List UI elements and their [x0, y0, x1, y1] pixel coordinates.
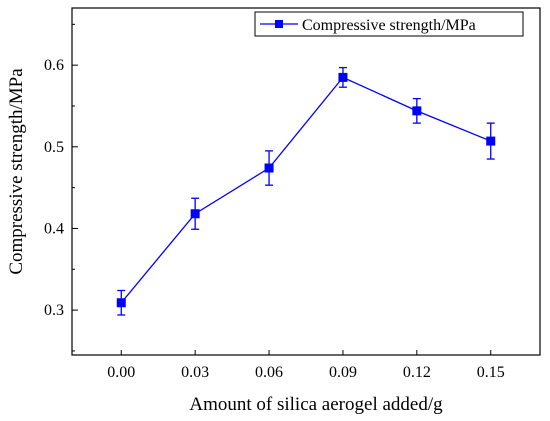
y-axis-title: Compressive strength/MPa	[6, 68, 27, 275]
y-tick-label: 0.6	[44, 57, 64, 74]
x-tick-label: 0.06	[255, 364, 283, 381]
data-point	[116, 298, 126, 308]
x-axis: 0.00 0.03 0.06 0.09 0.12 0.15	[107, 350, 505, 381]
y-tick-label: 0.5	[44, 139, 64, 156]
legend-label: Compressive strength/MPa	[302, 17, 476, 34]
data-point	[412, 106, 422, 116]
plot-area	[71, 7, 541, 356]
legend-marker	[275, 20, 283, 28]
y-tick-label: 0.3	[44, 302, 64, 319]
x-tick-label: 0.15	[477, 364, 505, 381]
series-layer	[116, 66, 496, 316]
plot-frame	[71, 7, 541, 356]
legend: Compressive strength/MPa	[254, 11, 524, 37]
data-point	[338, 72, 348, 82]
data-point	[264, 163, 274, 173]
y-axis: 0.3 0.4 0.5 0.6	[44, 23, 78, 352]
x-tick-label: 0.09	[329, 364, 357, 381]
legend-box	[254, 11, 524, 37]
x-tick-label: 0.00	[107, 364, 135, 381]
y-tick-label: 0.4	[44, 220, 64, 237]
x-tick-label: 0.12	[403, 364, 431, 381]
data-point	[486, 136, 496, 146]
data-point	[190, 209, 200, 219]
x-tick-label: 0.03	[181, 364, 209, 381]
series-line	[120, 76, 491, 304]
x-axis-title: Amount of silica aerogel added/g	[189, 394, 443, 415]
